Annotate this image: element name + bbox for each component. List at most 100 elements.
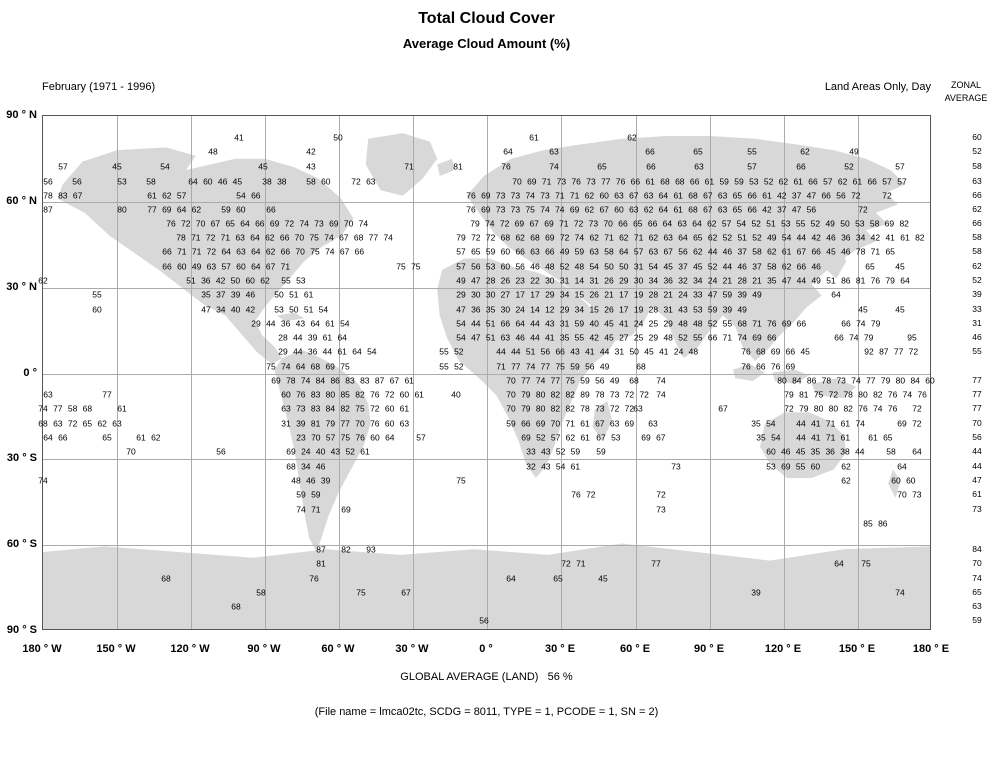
map-value: 77 <box>511 361 521 372</box>
map-value: 41 <box>811 432 821 443</box>
map-value: 71 <box>496 361 506 372</box>
map-value: 65 <box>865 261 875 272</box>
map-value: 64 <box>240 218 250 229</box>
map-value: 42 <box>811 232 821 243</box>
map-value: 69 <box>514 218 525 229</box>
lat-axis-label: 0 ° <box>23 367 37 379</box>
map-value: 28 <box>648 304 659 315</box>
map-value: 77 <box>147 204 157 215</box>
map-value: 75 <box>266 361 276 372</box>
map-value: 64 <box>295 361 306 372</box>
map-value: 61 <box>781 246 792 257</box>
map-value: 21 <box>722 275 733 286</box>
map-value: 47 <box>707 289 718 300</box>
map-value: 66 <box>808 176 818 187</box>
map-value: 75 <box>309 232 319 243</box>
map-value: 63 <box>677 218 687 229</box>
map-value: 29 <box>545 289 555 300</box>
map-value: 52 <box>707 261 718 272</box>
map-value: 65 <box>732 190 743 201</box>
map-value: 74 <box>358 218 369 229</box>
map-value: 76 <box>355 432 365 443</box>
grid-line-horizontal <box>43 459 930 460</box>
map-value: 29 <box>619 275 629 286</box>
map-value: 49 <box>849 146 859 157</box>
map-value: 63 <box>235 232 245 243</box>
map-value: 76 <box>466 204 476 215</box>
map-value: 42 <box>245 304 256 315</box>
map-value: 64 <box>506 573 516 584</box>
map-value: 70 <box>506 403 516 414</box>
map-value: 66 <box>645 146 655 157</box>
map-value: 55 <box>574 332 585 343</box>
map-value: 67 <box>339 246 350 257</box>
map-value: 45 <box>826 246 836 257</box>
map-value: 87 <box>879 346 889 357</box>
map-value: 74 <box>656 389 666 400</box>
map-value: 69 <box>781 318 792 329</box>
map-value: 87 <box>316 544 326 555</box>
map-value: 37 <box>216 289 226 300</box>
map-value: 45 <box>663 261 673 272</box>
map-value: 58 <box>752 246 762 257</box>
map-value: 66 <box>58 432 68 443</box>
map-value: 45 <box>598 573 608 584</box>
map-value: 66 <box>796 161 806 172</box>
map-value: 48 <box>545 261 555 272</box>
map-value: 57 <box>882 176 892 187</box>
map-value: 30 <box>545 275 555 286</box>
map-value: 61 <box>325 318 335 329</box>
map-value: 26 <box>604 304 614 315</box>
figure-subtitle: Average Cloud Amount (%) <box>402 36 571 51</box>
map-value: 78 <box>286 375 296 386</box>
landmass-caribbean <box>277 312 305 322</box>
map-value: 50 <box>619 261 629 272</box>
zonal-average-value: 66 <box>972 218 982 228</box>
map-value: 74 <box>535 375 546 386</box>
map-value: 25 <box>633 332 644 343</box>
map-value: 82 <box>340 403 350 414</box>
map-value: 53 <box>485 261 496 272</box>
map-value: 75 <box>310 246 320 257</box>
map-value: 69 <box>785 361 796 372</box>
map-value: 62 <box>781 261 792 272</box>
map-value: 60 <box>614 204 624 215</box>
map-value: 62 <box>619 232 629 243</box>
grid-line-vertical <box>710 116 711 629</box>
map-value: 92 <box>864 346 874 357</box>
map-value: 72 <box>471 232 481 243</box>
map-value: 36 <box>663 275 673 286</box>
map-value: 78 <box>843 389 853 400</box>
map-value: 59 <box>734 176 744 187</box>
map-value: 34 <box>301 461 311 472</box>
map-value: 57 <box>721 218 732 229</box>
map-value: 59 <box>719 176 729 187</box>
map-value: 39 <box>751 587 761 598</box>
map-value: 68 <box>310 361 321 372</box>
map-value: 52 <box>454 346 464 357</box>
landmass-antarctica <box>43 543 930 629</box>
map-value: 61 <box>580 432 590 443</box>
map-value: 62 <box>191 204 202 215</box>
period-label: February (1971 - 1996) <box>42 81 156 93</box>
map-value: 72 <box>573 218 584 229</box>
grid-line-vertical <box>265 116 266 629</box>
map-value: 68 <box>756 346 766 357</box>
map-value: 57 <box>456 246 466 257</box>
map-value: 83 <box>58 190 68 201</box>
map-value: 51 <box>485 332 496 343</box>
map-value: 63 <box>500 332 511 343</box>
map-value: 43 <box>545 318 555 329</box>
map-value: 61 <box>303 289 314 300</box>
map-value: 68 <box>636 361 646 372</box>
map-value: 61 <box>147 190 157 201</box>
map-value: 44 <box>293 346 303 357</box>
zonal-average-value: 77 <box>972 389 982 399</box>
map-value: 69 <box>624 418 635 429</box>
map-value: 63 <box>717 190 728 201</box>
map-value: 29 <box>251 318 261 329</box>
map-value: 44 <box>599 346 610 357</box>
map-value: 45 <box>604 318 614 329</box>
map-value: 61 <box>704 176 715 187</box>
map-value: 79 <box>784 389 794 400</box>
